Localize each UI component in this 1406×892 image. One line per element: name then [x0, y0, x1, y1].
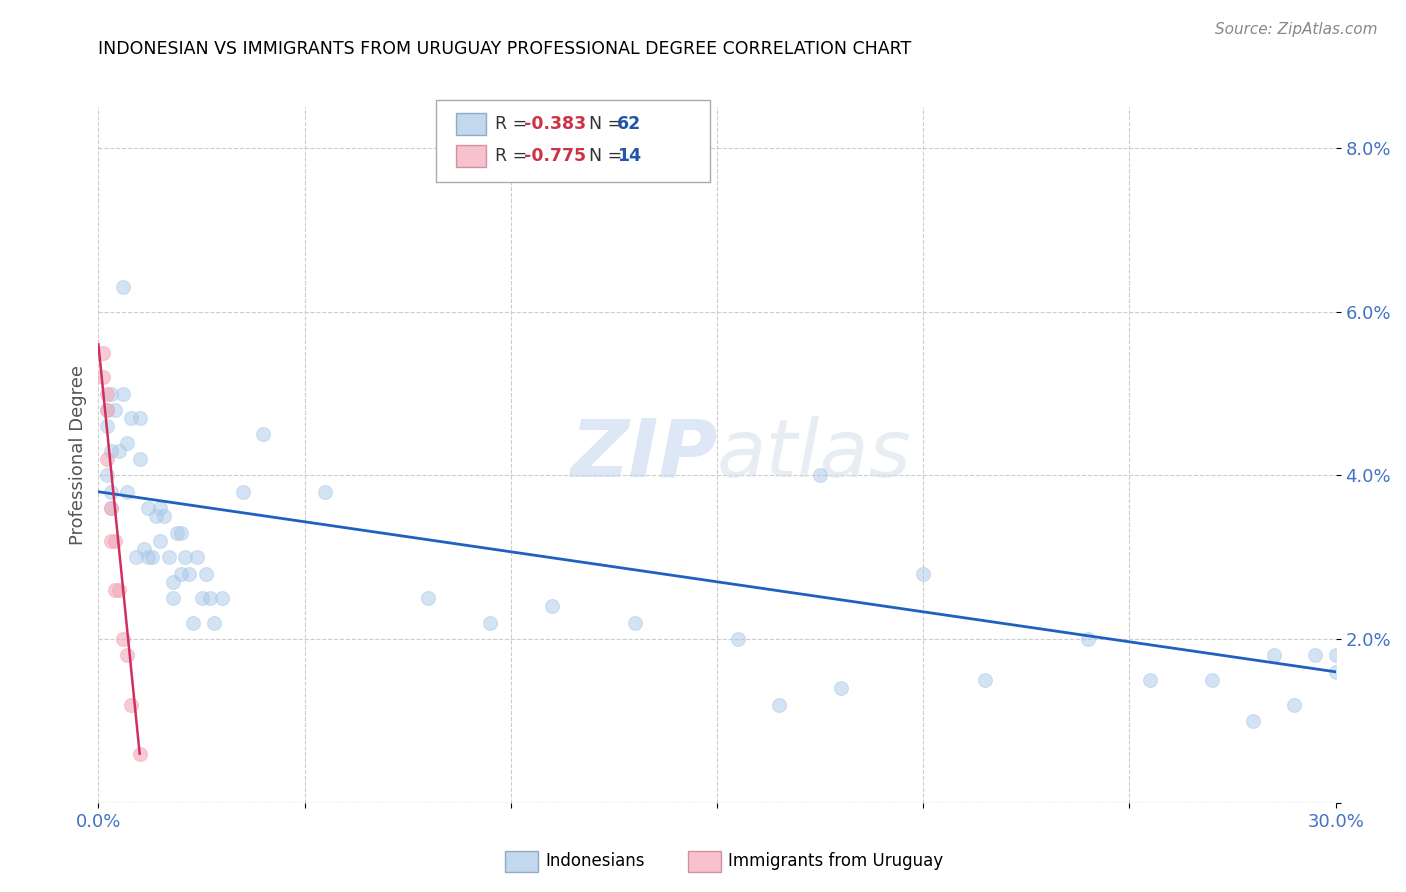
Point — [170, 525, 193, 540]
Point — [96, 468, 118, 483]
Point — [112, 386, 135, 401]
Point — [727, 632, 749, 646]
Point — [1263, 648, 1285, 663]
Point — [120, 698, 142, 712]
Point — [96, 403, 118, 417]
Point — [112, 632, 135, 646]
Point — [96, 452, 118, 467]
Point — [128, 452, 150, 467]
Point — [198, 591, 221, 606]
Point — [100, 501, 122, 516]
Point — [132, 542, 155, 557]
Point — [314, 484, 336, 499]
Point — [91, 345, 114, 359]
Point — [162, 591, 184, 606]
Point — [149, 533, 172, 548]
Text: ZIP: ZIP — [569, 416, 717, 494]
Point — [166, 525, 188, 540]
Point — [252, 427, 274, 442]
Point — [418, 591, 440, 606]
Text: R =: R = — [495, 115, 533, 133]
Point — [100, 501, 122, 516]
Point — [124, 550, 146, 565]
Point — [232, 484, 254, 499]
Point — [1201, 673, 1223, 687]
Point — [1284, 698, 1306, 712]
Point — [136, 550, 159, 565]
Point — [96, 419, 118, 434]
Text: atlas: atlas — [717, 416, 912, 494]
Point — [120, 411, 142, 425]
Point — [912, 566, 935, 581]
Point — [623, 615, 645, 630]
Point — [128, 747, 150, 761]
Point — [128, 411, 150, 425]
Point — [1139, 673, 1161, 687]
Point — [108, 443, 131, 458]
Point — [136, 501, 159, 516]
Point — [153, 509, 176, 524]
Point — [190, 591, 212, 606]
Point — [117, 648, 139, 663]
Point — [100, 386, 122, 401]
Point — [96, 403, 118, 417]
Y-axis label: Professional Degree: Professional Degree — [69, 365, 87, 545]
Text: N =: N = — [589, 147, 628, 165]
Point — [974, 673, 997, 687]
Point — [96, 386, 118, 401]
Text: Indonesians: Indonesians — [546, 852, 645, 870]
Point — [181, 615, 204, 630]
Point — [1324, 648, 1347, 663]
Point — [141, 550, 163, 565]
Point — [91, 370, 114, 384]
Point — [104, 403, 127, 417]
Text: Source: ZipAtlas.com: Source: ZipAtlas.com — [1215, 22, 1378, 37]
Point — [808, 468, 831, 483]
Point — [541, 599, 564, 614]
Point — [100, 443, 122, 458]
Point — [108, 582, 131, 597]
Point — [157, 550, 180, 565]
Point — [179, 566, 201, 581]
Point — [479, 615, 502, 630]
Text: INDONESIAN VS IMMIGRANTS FROM URUGUAY PROFESSIONAL DEGREE CORRELATION CHART: INDONESIAN VS IMMIGRANTS FROM URUGUAY PR… — [98, 40, 911, 58]
Point — [1077, 632, 1099, 646]
Point — [162, 574, 184, 589]
Text: -0.383: -0.383 — [524, 115, 586, 133]
Text: Immigrants from Uruguay: Immigrants from Uruguay — [728, 852, 943, 870]
Point — [149, 501, 172, 516]
Point — [1324, 665, 1347, 679]
Point — [830, 681, 852, 696]
Text: 14: 14 — [617, 147, 641, 165]
Point — [100, 484, 122, 499]
Point — [186, 550, 208, 565]
Point — [1241, 714, 1264, 728]
Text: R =: R = — [495, 147, 533, 165]
Point — [170, 566, 193, 581]
Point — [768, 698, 790, 712]
Point — [194, 566, 217, 581]
Point — [145, 509, 167, 524]
Point — [211, 591, 233, 606]
Point — [117, 484, 139, 499]
Point — [100, 533, 122, 548]
Point — [117, 435, 139, 450]
Text: N =: N = — [589, 115, 628, 133]
Point — [104, 533, 127, 548]
Point — [202, 615, 225, 630]
Point — [104, 582, 127, 597]
Point — [174, 550, 197, 565]
Text: -0.775: -0.775 — [524, 147, 586, 165]
Text: 62: 62 — [617, 115, 641, 133]
Point — [1303, 648, 1326, 663]
Point — [112, 280, 135, 294]
